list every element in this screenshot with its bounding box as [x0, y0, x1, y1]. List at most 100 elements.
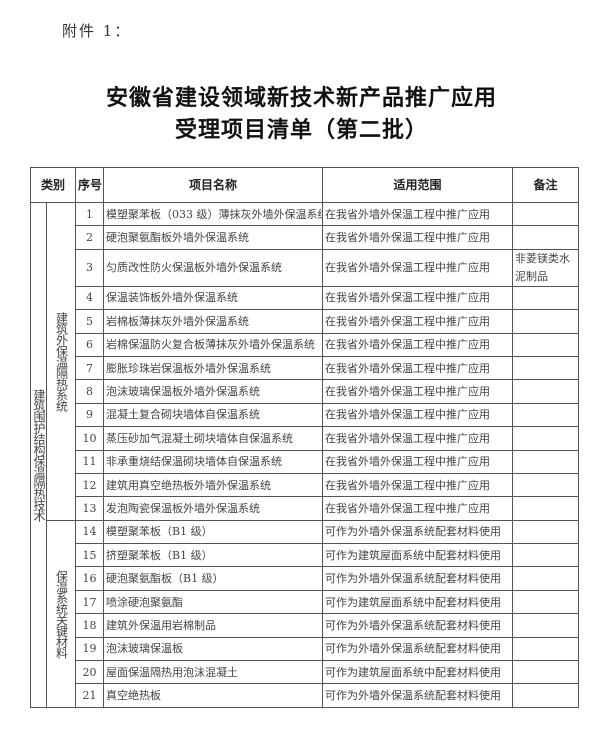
- note-cell: 非菱镁类水泥制品: [512, 248, 580, 287]
- note-cell: [512, 355, 580, 381]
- name-cell: 发泡陶瓷保温板外墙外保温系统: [103, 496, 324, 521]
- table-row: 9 混凝土复合砌块墙体自保温系统 在我省外墙外保温工程中推广应用: [31, 402, 580, 428]
- scope-cell: 可作为建筑屋面系统中配套材料使用: [322, 660, 514, 685]
- table-row: 5 岩棉板薄抹灰外墙外保温系统 在我省外墙外保温工程中推广应用: [31, 309, 580, 334]
- note-cell: [512, 201, 580, 227]
- note-cell: [512, 543, 580, 568]
- seq-cell: 4: [75, 285, 105, 311]
- scope-cell: 在我省外墙外保温工程中推广应用: [322, 225, 514, 250]
- scope-cell: 可作为建筑屋面系统中配套材料使用: [322, 543, 514, 568]
- note-cell: [512, 426, 580, 451]
- seq-cell: 17: [75, 589, 105, 615]
- seq-cell: 8: [75, 379, 105, 404]
- table-row: 21 真空绝热板 可作为外墙外保温系统配套材料使用: [31, 683, 580, 708]
- scope-cell: 在我省外墙外保温工程中推广应用: [322, 496, 514, 521]
- scope-cell: 可作为外墙外保温系统配套材料使用: [322, 566, 514, 591]
- scope-cell: 在我省外墙外保温工程中推广应用: [322, 472, 514, 498]
- project-list-table: 类别 序号 项目名称 适用范围 备注 建筑围护结构保温隔热技术 建筑外保温隔热系统…: [29, 167, 580, 708]
- name-cell: 硬泡聚氨酯板外墙外保温系统: [103, 225, 324, 250]
- name-cell: 模塑聚苯板（033 级）薄抹灰外墙外保温系统: [103, 201, 324, 227]
- scope-cell: 在我省外墙外保温工程中推广应用: [322, 449, 514, 474]
- note-cell: [512, 285, 580, 311]
- header-name: 项目名称: [103, 167, 324, 203]
- note-cell: [512, 449, 580, 474]
- name-cell: 膨胀珍珠岩保温板外墙外保温系统: [103, 355, 324, 381]
- name-cell: 建筑用真空绝热板外墙外保温系统: [103, 472, 324, 498]
- name-cell: 泡沫玻璃保温板外墙外保温系统: [103, 379, 324, 404]
- table-row: 建筑围护结构保温隔热技术 建筑外保温隔热系统 1 模塑聚苯板（033 级）薄抹灰外墙外…: [30, 201, 580, 708]
- name-cell: 岩棉板薄抹灰外墙外保温系统: [103, 309, 324, 334]
- note-cell: [512, 519, 580, 545]
- header-seq: 序号: [75, 167, 105, 203]
- scope-cell: 在我省外墙外保温工程中推广应用: [322, 309, 514, 334]
- seq-cell: 11: [75, 449, 105, 474]
- table-row: 15 挤塑聚苯板（B1 级） 可作为建筑屋面系统中配套材料使用: [31, 543, 580, 568]
- table-row: 20 屋面保温隔热用泡沫混凝土 可作为建筑屋面系统中配套材料使用: [31, 660, 580, 685]
- note-cell: [512, 613, 580, 638]
- seq-cell: 21: [75, 683, 105, 708]
- table-row: 6 岩棉保温防火复合板薄抹灰外墙外保温系统 在我省外墙外保温工程中推广应用: [31, 332, 580, 357]
- note-cell: [512, 225, 580, 250]
- name-cell: 真空绝热板: [103, 683, 324, 708]
- subcategory-cell: 保温系统关键材料: [45, 519, 77, 708]
- header-scope: 适用范围: [322, 167, 514, 203]
- seq-cell: 5: [75, 309, 105, 334]
- note-cell: [512, 566, 580, 591]
- note-cell: [512, 379, 580, 404]
- scope-cell: 可作为外墙外保温系统配套材料使用: [322, 636, 514, 662]
- scope-cell: 在我省外墙外保温工程中推广应用: [322, 355, 514, 381]
- scope-cell: 在我省外墙外保温工程中推广应用: [322, 426, 514, 451]
- name-cell: 建筑外保温用岩棉制品: [103, 613, 324, 638]
- table-row: 7 膨胀珍珠岩保温板外墙外保温系统 在我省外墙外保温工程中推广应用: [31, 355, 580, 381]
- note-cell: [512, 636, 580, 662]
- scope-cell: 可作为建筑屋面系统中配套材料使用: [322, 589, 514, 615]
- scope-cell: 在我省外墙外保温工程中推广应用: [322, 332, 514, 357]
- header-category: 类别: [29, 167, 77, 203]
- table-row: 19 泡沫玻璃保温板 可作为外墙外保温系统配套材料使用: [31, 636, 580, 662]
- seq-cell: 19: [75, 636, 105, 662]
- scope-cell: 在我省外墙外保温工程中推广应用: [322, 248, 514, 287]
- document-subtitle: 受理项目清单（第二批）: [174, 117, 428, 143]
- scope-cell: 可作为外墙外保温系统配套材料使用: [322, 613, 514, 638]
- seq-cell: 2: [75, 225, 105, 250]
- seq-cell: 20: [75, 660, 105, 685]
- seq-cell: 15: [75, 543, 105, 568]
- scope-cell: 在我省外墙外保温工程中推广应用: [322, 402, 514, 428]
- name-cell: 屋面保温隔热用泡沫混凝土: [103, 660, 324, 685]
- scope-cell: 在我省外墙外保温工程中推广应用: [322, 285, 514, 311]
- seq-cell: 16: [75, 566, 105, 591]
- table-row: 16 硬泡聚氨酯板（B1 级） 可作为外墙外保温系统配套材料使用: [31, 566, 580, 591]
- category-cell: 建筑围护结构保温隔热技术: [30, 202, 47, 708]
- table-row: 8 泡沫玻璃保温板外墙外保温系统 在我省外墙外保温工程中推广应用: [31, 379, 580, 404]
- name-cell: 挤塑聚苯板（B1 级）: [103, 543, 324, 568]
- document-title: 安徽省建设领域新技术新产品推广应用: [105, 85, 497, 111]
- name-cell: 喷涂硬泡聚氨酯: [103, 589, 324, 615]
- note-cell: [512, 660, 580, 685]
- note-cell: [512, 683, 580, 708]
- header-note: 备注: [512, 167, 580, 203]
- note-cell: [512, 309, 580, 334]
- note-cell: [512, 402, 580, 428]
- name-cell: 泡沫玻璃保温板: [103, 636, 324, 662]
- table-row: 18 建筑外保温用岩棉制品 可作为外墙外保温系统配套材料使用: [31, 613, 580, 638]
- table-row: 2 硬泡聚氨酯板外墙外保温系统 在我省外墙外保温工程中推广应用: [31, 225, 580, 250]
- seq-cell: 13: [75, 496, 105, 521]
- table-row: 保温系统关键材料 14 模塑聚苯板（B1 级） 可作为外墙外保温系统配套材料使用: [31, 519, 580, 708]
- note-cell: [512, 589, 580, 615]
- name-cell: 混凝土复合砌块墙体自保温系统: [103, 402, 324, 428]
- table-row: 10 蒸压砂加气混凝土砌块墙体自保温系统 在我省外墙外保温工程中推广应用: [31, 426, 580, 451]
- scope-cell: 在我省外墙外保温工程中推广应用: [322, 201, 514, 227]
- seq-cell: 7: [75, 355, 105, 381]
- table-header-row: 类别 序号 项目名称 适用范围 备注: [29, 167, 580, 203]
- name-cell: 蒸压砂加气混凝土砌块墙体自保温系统: [103, 426, 324, 451]
- name-cell: 保温装饰板外墙外保温系统: [103, 285, 324, 311]
- table-row: 17 喷涂硬泡聚氨酯 可作为建筑屋面系统中配套材料使用: [31, 589, 580, 615]
- table-row: 13 发泡陶瓷保温板外墙外保温系统 在我省外墙外保温工程中推广应用: [31, 496, 580, 521]
- table-row: 12 建筑用真空绝热板外墙外保温系统 在我省外墙外保温工程中推广应用: [31, 472, 580, 498]
- name-cell: 模塑聚苯板（B1 级）: [103, 519, 324, 545]
- name-cell: 岩棉保温防火复合板薄抹灰外墙外保温系统: [103, 332, 324, 357]
- note-cell: [512, 472, 580, 498]
- scope-cell: 可作为外墙外保温系统配套材料使用: [322, 683, 514, 708]
- scope-cell: 可作为外墙外保温系统配套材料使用: [322, 519, 514, 545]
- seq-cell: 6: [75, 332, 105, 357]
